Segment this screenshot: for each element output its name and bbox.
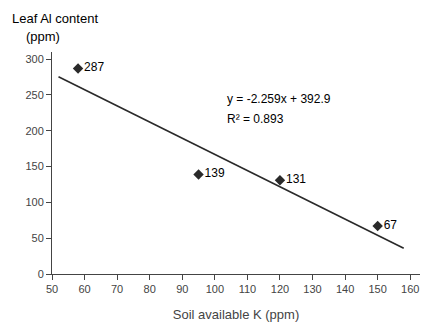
- svg-text:Leaf Al content: Leaf Al content: [12, 11, 98, 26]
- svg-text:70: 70: [111, 283, 123, 295]
- svg-text:(ppm): (ppm): [26, 29, 60, 44]
- svg-text:Soil available K (ppm): Soil available K (ppm): [173, 307, 299, 322]
- svg-text:90: 90: [176, 283, 188, 295]
- svg-text:160: 160: [401, 283, 419, 295]
- svg-text:R² = 0.893: R² = 0.893: [227, 112, 284, 126]
- svg-text:50: 50: [32, 232, 44, 244]
- svg-text:110: 110: [239, 283, 257, 295]
- svg-text:80: 80: [144, 283, 156, 295]
- svg-text:300: 300: [25, 53, 43, 65]
- svg-text:200: 200: [25, 125, 43, 137]
- svg-text:0: 0: [38, 268, 44, 280]
- svg-text:139: 139: [205, 166, 225, 180]
- svg-text:y = -2.259x + 392.9: y = -2.259x + 392.9: [227, 92, 331, 106]
- svg-text:67: 67: [384, 218, 398, 232]
- svg-text:100: 100: [206, 283, 224, 295]
- svg-text:120: 120: [271, 283, 289, 295]
- svg-text:250: 250: [25, 89, 43, 101]
- svg-text:130: 130: [303, 283, 321, 295]
- svg-text:100: 100: [25, 196, 43, 208]
- svg-text:287: 287: [84, 60, 104, 74]
- svg-text:150: 150: [368, 283, 386, 295]
- svg-text:60: 60: [78, 283, 90, 295]
- svg-text:131: 131: [286, 172, 306, 186]
- svg-text:150: 150: [25, 160, 43, 172]
- svg-text:50: 50: [46, 283, 58, 295]
- svg-text:140: 140: [336, 283, 354, 295]
